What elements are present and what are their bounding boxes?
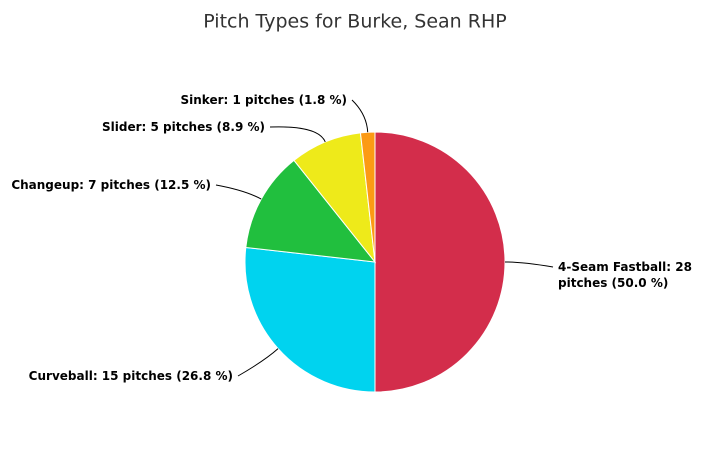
pie-slice: [374, 131, 506, 393]
data-label: Changeup: 7 pitches (12.5 %): [11, 178, 211, 192]
data-label: Sinker: 1 pitches (1.8 %): [180, 93, 348, 107]
connector: [215, 184, 262, 200]
connector: [504, 261, 554, 268]
chart-title: Pitch Types for Burke, Sean RHP: [203, 11, 506, 33]
pie-slice: [245, 159, 377, 263]
data-label: Slider: 5 pitches (8.9 %): [101, 120, 265, 134]
connector: [269, 126, 326, 143]
connector: [237, 348, 279, 377]
pie-slice: [244, 246, 376, 393]
data-label: 4-Seam Fastball: 28 pitches (50.0 %): [558, 260, 692, 290]
connector: [351, 99, 369, 133]
data-label: Curveball: 15 pitches (26.8 %): [28, 369, 233, 383]
